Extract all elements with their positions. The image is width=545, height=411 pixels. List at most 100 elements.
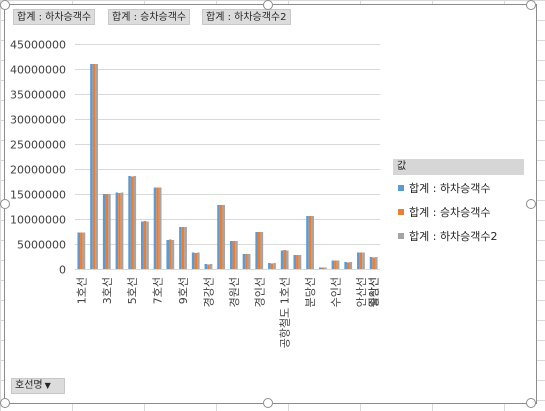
y-tick-label: 10000000 — [10, 214, 66, 227]
bar — [229, 241, 233, 269]
bar — [169, 239, 172, 269]
bar — [128, 176, 131, 269]
value-field-button-3[interactable]: 합계 : 하차승객수2 — [202, 9, 291, 25]
resize-handle-bottom[interactable] — [263, 398, 273, 408]
bar — [232, 241, 236, 269]
x-tick-label: 9호선 — [177, 277, 190, 304]
bar — [242, 254, 246, 269]
legend-item[interactable]: 합계 : 하차승객수 — [393, 177, 524, 199]
bar — [369, 257, 373, 269]
x-tick-label: 경원선 — [228, 277, 241, 307]
legend-item[interactable]: 합계 : 하차승객수2 — [393, 225, 524, 247]
bar — [235, 241, 238, 269]
bar — [207, 264, 210, 269]
bar — [268, 263, 271, 269]
legend-label: 합계 : 승차승객수 — [409, 206, 491, 219]
bar — [270, 263, 274, 269]
legend-swatch — [398, 233, 404, 239]
y-tick-label: 40000000 — [10, 64, 66, 77]
x-tick-label: 안산선 — [355, 277, 368, 307]
bar — [334, 260, 337, 269]
resize-handle-top-right[interactable] — [526, 0, 536, 10]
bar — [331, 260, 335, 269]
bar — [181, 227, 185, 269]
bar — [359, 252, 363, 269]
bar — [280, 250, 284, 269]
legend-item[interactable]: 합계 : 승차승객수 — [393, 201, 524, 223]
value-field-button-1[interactable]: 합계 : 하차승객수 — [13, 9, 96, 25]
legend-swatch — [398, 185, 404, 191]
x-tick-label: 5호선 — [126, 277, 139, 304]
resize-handle-right[interactable] — [526, 199, 536, 209]
bar — [298, 255, 302, 269]
bar — [257, 232, 261, 269]
bar — [80, 232, 83, 269]
x-tick-label: 일산선 — [367, 277, 381, 307]
value-field-button-2[interactable]: 합계 : 승차승객수 — [108, 9, 191, 25]
bar — [209, 264, 213, 269]
bar — [156, 187, 159, 269]
bar — [222, 205, 226, 269]
bar — [283, 250, 286, 269]
bar — [108, 194, 111, 269]
x-tick-label: 경인선 — [253, 277, 266, 307]
y-tick-label: 25000000 — [10, 139, 66, 152]
bar — [140, 221, 144, 269]
y-tick-label: 5000000 — [17, 239, 66, 252]
bar — [82, 232, 86, 269]
bar — [293, 255, 297, 269]
dropdown-arrow-icon: ▼ — [44, 381, 51, 390]
bar — [191, 252, 195, 269]
bar — [344, 262, 347, 269]
y-tick-label: 30000000 — [10, 114, 66, 127]
bar — [247, 254, 251, 269]
bar — [92, 64, 96, 269]
bar — [95, 64, 98, 269]
resize-handle-top-left[interactable] — [0, 0, 10, 10]
axis-field-label: 호선명 — [15, 380, 43, 391]
bar — [357, 252, 360, 269]
x-tick-label: 3호선 — [101, 277, 114, 304]
x-tick-label: 경강선 — [202, 277, 215, 307]
y-tick-label: 0 — [59, 264, 66, 277]
bar — [219, 205, 223, 269]
bar — [245, 254, 248, 269]
bar — [255, 232, 258, 269]
bar — [318, 267, 322, 269]
bar — [306, 216, 309, 269]
resize-handle-bottom-left[interactable] — [0, 398, 10, 408]
axis-field-button[interactable]: 호선명 ▼ — [11, 378, 65, 394]
bar — [285, 250, 289, 269]
legend-swatch — [398, 209, 404, 215]
bar — [217, 205, 220, 269]
bar — [311, 216, 315, 269]
bar — [179, 227, 182, 269]
bar — [362, 252, 365, 269]
bar — [146, 221, 149, 269]
y-tick-label: 45000000 — [10, 39, 66, 52]
bar — [130, 176, 134, 269]
x-tick-label: 1호선 — [75, 277, 88, 304]
bar — [197, 252, 200, 269]
y-tick-label: 20000000 — [10, 164, 66, 177]
bar — [120, 192, 124, 269]
bar — [118, 193, 121, 269]
x-tick-label: 7호선 — [152, 277, 165, 304]
y-tick-label: 35000000 — [10, 89, 66, 102]
resize-handle-top[interactable] — [263, 0, 273, 10]
x-tick-label: 수인선 — [330, 277, 343, 307]
bar — [308, 216, 312, 269]
bar — [273, 263, 276, 269]
bar — [133, 176, 137, 269]
bar — [346, 262, 350, 269]
resize-handle-bottom-right[interactable] — [526, 398, 536, 408]
bar — [166, 240, 170, 269]
bar — [260, 232, 264, 269]
legend-title[interactable]: 값 — [393, 159, 524, 175]
bar — [374, 257, 378, 269]
bar — [204, 264, 208, 269]
resize-handle-left[interactable] — [0, 199, 10, 209]
bar — [90, 64, 93, 269]
